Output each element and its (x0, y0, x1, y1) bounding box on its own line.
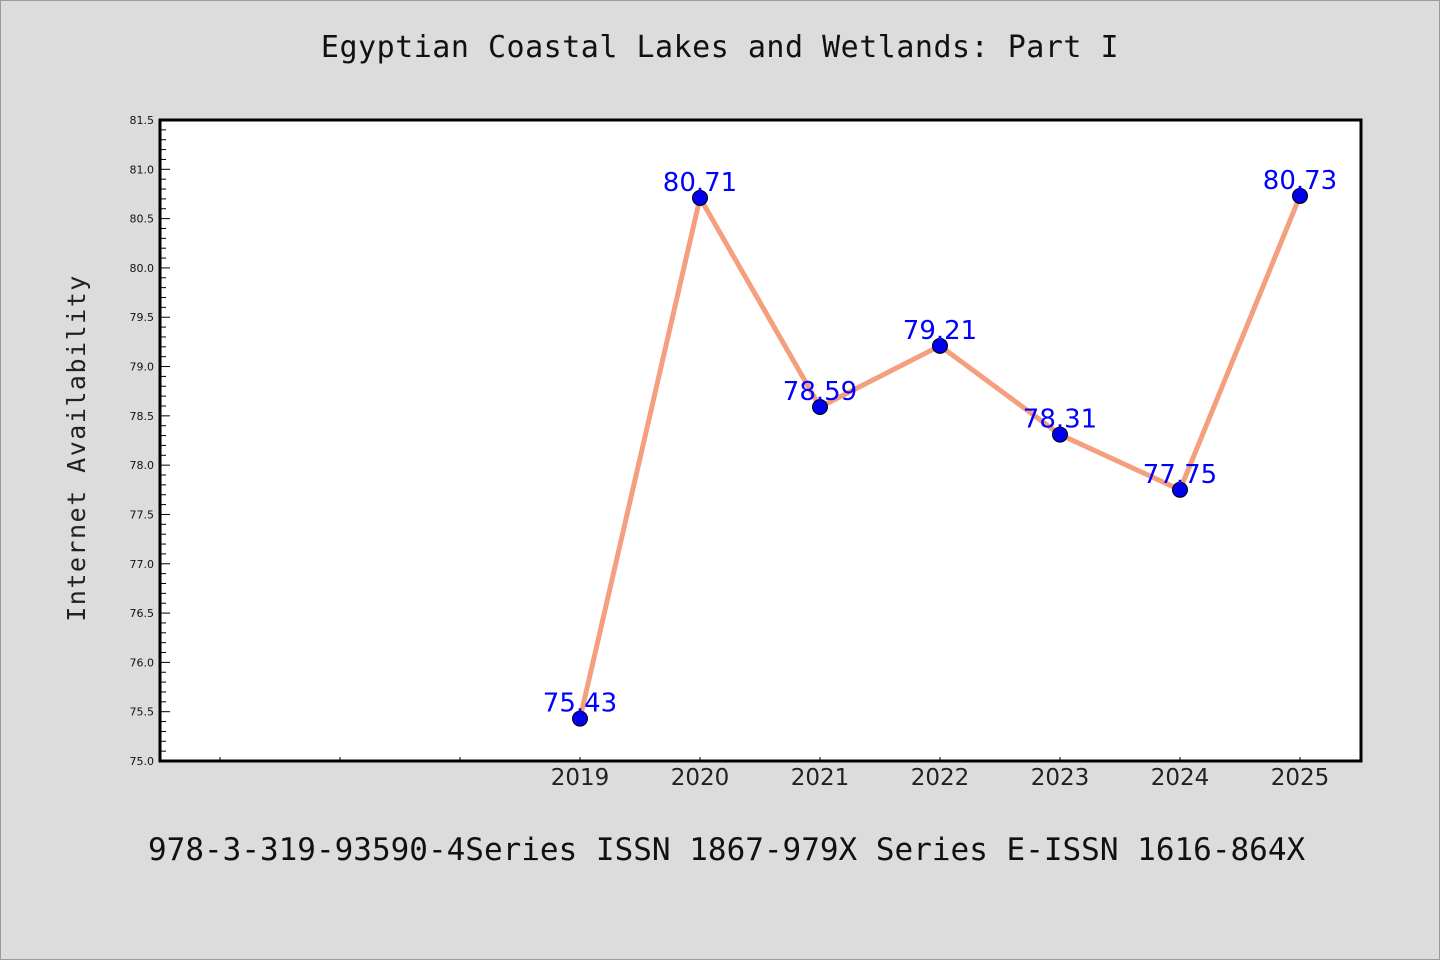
y-tick-label: 76.0 (130, 656, 155, 669)
data-label: 80.71 (663, 168, 737, 198)
y-tick-label: 81.0 (130, 163, 155, 176)
data-label: 79.21 (903, 316, 977, 346)
plot-area (158, 118, 1363, 763)
data-point (692, 189, 708, 206)
data-label: 80.73 (1263, 166, 1337, 196)
data-point (572, 710, 588, 727)
footer-isbn-text: 978-3-319-93590-4Series ISSN 1867-979X S… (148, 832, 1306, 868)
y-axis-label: Internet Availability (62, 274, 91, 622)
data-point (932, 337, 948, 354)
data-labels-layer: 75.43 80.71 78.59 79.21 78.31 77.75 80.73 (543, 166, 1337, 719)
y-tick-label: 81.5 (130, 114, 155, 127)
x-tick-label: 2021 (791, 765, 850, 791)
series-layer (572, 187, 1308, 727)
data-point (1172, 481, 1188, 498)
y-tick-label: 79.0 (130, 361, 155, 374)
y-tick-label: 75.0 (130, 755, 155, 768)
y-tick-label: 80.0 (130, 262, 155, 275)
y-tick-label: 77.5 (130, 508, 155, 521)
x-tick-label: 2025 (1271, 765, 1330, 791)
y-tick-label: 75.5 (130, 706, 155, 719)
y-tick-label: 77.0 (130, 558, 155, 571)
data-point (1052, 426, 1068, 443)
x-tick-label: 2019 (551, 765, 610, 791)
y-axis: 75.0 75.5 76.0 76.5 77.0 77.5 78.0 78.5 79.0 79.5… (130, 114, 170, 768)
chart-title: Egyptian Coastal Lakes and Wetlands: Par… (320, 30, 1120, 65)
x-axis: 2019 2020 2021 2022 2023 2024 2025 (219, 757, 1330, 791)
data-label: 77.75 (1143, 460, 1217, 490)
y-tick-label: 80.5 (130, 213, 155, 226)
x-tick-label: 2023 (1031, 765, 1090, 791)
y-tick-label: 78.5 (130, 410, 155, 423)
x-tick-label: 2020 (671, 765, 730, 791)
y-tick-label: 79.5 (130, 311, 155, 324)
x-tick-label: 2022 (911, 765, 970, 791)
data-point (1292, 187, 1308, 204)
data-label: 78.59 (783, 377, 857, 407)
data-label: 78.31 (1023, 405, 1097, 435)
y-tick-label: 76.5 (130, 607, 155, 620)
data-point (812, 398, 828, 415)
x-tick-label: 2024 (1151, 765, 1210, 791)
data-label: 75.43 (543, 689, 617, 719)
y-tick-label: 78.0 (130, 459, 155, 472)
